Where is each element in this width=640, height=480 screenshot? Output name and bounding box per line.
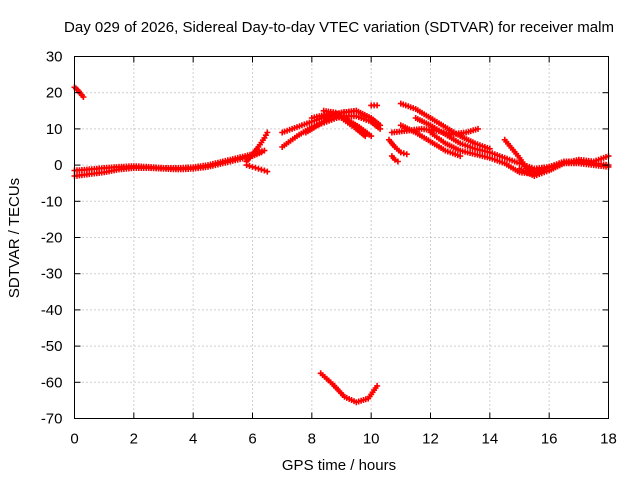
series-s11: [368, 102, 381, 109]
series-s15: [397, 100, 493, 152]
series-s13: [388, 153, 401, 165]
x-tick-label: 16: [541, 431, 558, 448]
y-tick-label: 10: [46, 121, 63, 138]
y-tick-label: -60: [41, 374, 63, 391]
series-s5: [243, 162, 271, 175]
x-tick-label: 10: [363, 431, 380, 448]
x-tick-label: 14: [481, 431, 498, 448]
y-tick-label: -50: [41, 338, 63, 355]
y-tick-label: -20: [41, 230, 63, 247]
x-tick-label: 6: [248, 431, 256, 448]
x-tick-label: 0: [70, 431, 78, 448]
series-s12: [386, 136, 410, 158]
x-tick-label: 2: [130, 431, 138, 448]
x-tick-labels: 0 2 4 6 8 10 12 14 16 18: [70, 431, 617, 448]
y-tick-label: -10: [41, 193, 63, 210]
series-markers: [516, 153, 612, 179]
chart-title: Day 029 of 2026, Sidereal Day-to-day VTE…: [64, 19, 614, 36]
series-markers: [243, 162, 271, 175]
series-markers: [386, 136, 410, 158]
axis-ticks: [74, 56, 609, 419]
y-tick-label: 30: [46, 49, 63, 66]
series-markers: [397, 122, 464, 160]
y-tick-label: -40: [41, 302, 63, 319]
y-tick-label: -30: [41, 266, 63, 283]
y-tick-label: 0: [54, 157, 62, 174]
series-markers: [320, 107, 375, 140]
series-s4: [243, 129, 271, 165]
y-axis-label: SDTVAR / TECUs: [6, 178, 23, 298]
series-markers: [317, 370, 381, 406]
series-markers: [412, 115, 553, 172]
series-markers: [388, 153, 401, 165]
x-tick-label: 8: [308, 431, 316, 448]
x-tick-label: 18: [600, 431, 617, 448]
y-tick-labels: 30 20 10 0 -10 -20 -30 -40 -50 -60 -70: [41, 49, 63, 428]
series-s10: [320, 107, 375, 140]
x-tick-label: 12: [422, 431, 439, 448]
series-s18: [397, 122, 464, 160]
series-markers: [368, 102, 381, 109]
x-tick-label: 4: [189, 431, 197, 448]
x-axis-label: GPS time / hours: [282, 457, 396, 474]
series-s21: [317, 370, 381, 406]
series-markers: [397, 100, 493, 152]
series-markers: [243, 129, 271, 165]
y-tick-label: -70: [41, 411, 63, 428]
y-tick-label: 20: [46, 85, 63, 102]
series-s20: [516, 153, 612, 179]
